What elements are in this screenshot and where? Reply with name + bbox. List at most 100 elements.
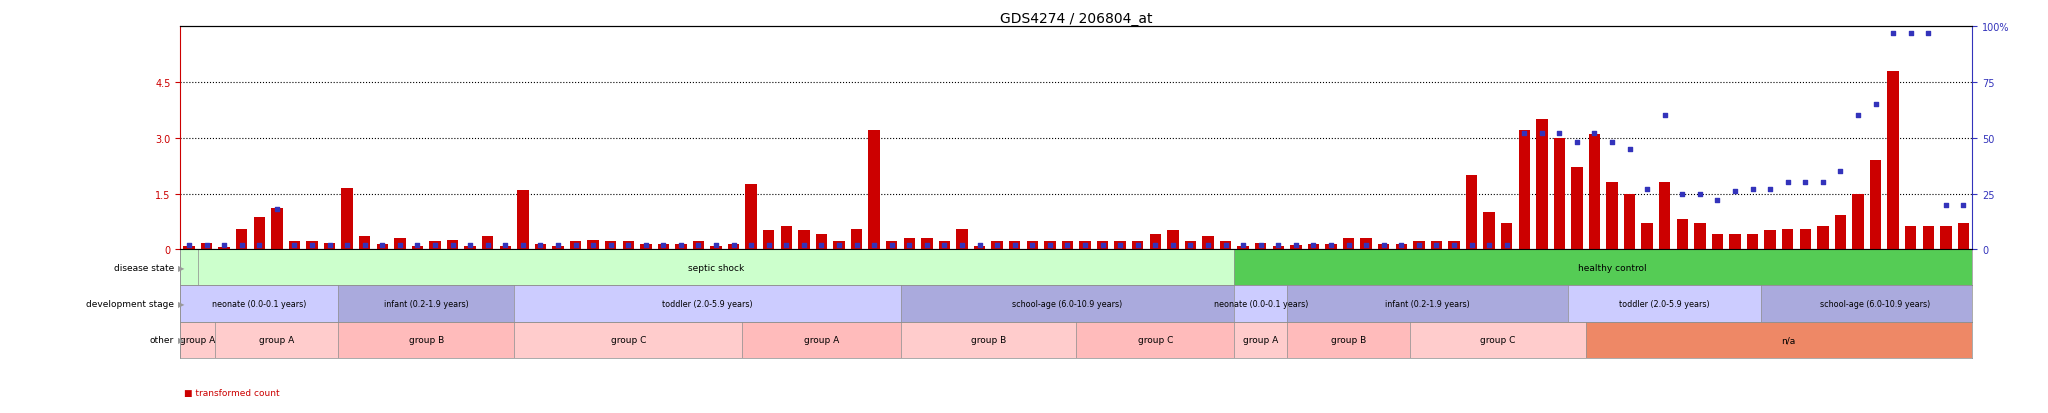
Bar bbox=[184, 247, 195, 250]
Bar bbox=[1079, 242, 1092, 250]
Point bbox=[1595, 140, 1628, 146]
Text: group B: group B bbox=[971, 335, 1006, 344]
Text: group A: group A bbox=[1243, 335, 1278, 344]
Bar bbox=[834, 242, 844, 250]
Point bbox=[172, 242, 205, 249]
Point bbox=[981, 242, 1014, 249]
Bar bbox=[745, 185, 758, 250]
Point bbox=[1069, 242, 1102, 249]
Point bbox=[874, 242, 907, 249]
Point bbox=[1085, 242, 1118, 249]
Bar bbox=[1958, 223, 1968, 250]
Point bbox=[225, 242, 258, 249]
Point bbox=[997, 242, 1030, 249]
Point bbox=[735, 242, 768, 249]
Point bbox=[664, 242, 696, 249]
Bar bbox=[887, 242, 897, 250]
Bar bbox=[254, 217, 264, 250]
Point bbox=[418, 242, 451, 249]
Bar bbox=[1286, 286, 1569, 322]
Point bbox=[1350, 242, 1382, 249]
Point bbox=[1772, 180, 1804, 186]
Bar bbox=[1309, 244, 1319, 250]
Bar bbox=[1888, 71, 1898, 250]
Point bbox=[1579, 131, 1612, 137]
Bar bbox=[569, 242, 582, 250]
Point bbox=[1790, 180, 1823, 186]
Bar bbox=[1585, 322, 1991, 358]
Bar bbox=[1817, 227, 1829, 250]
Point bbox=[1104, 242, 1137, 249]
Bar bbox=[1395, 244, 1407, 250]
Point bbox=[893, 242, 926, 249]
Point bbox=[752, 242, 784, 249]
Bar bbox=[270, 208, 283, 250]
Bar bbox=[514, 286, 901, 322]
Bar bbox=[901, 286, 1235, 322]
Point bbox=[594, 242, 627, 249]
Bar bbox=[1466, 176, 1477, 250]
Text: other: other bbox=[150, 335, 174, 344]
Point bbox=[1368, 242, 1401, 249]
Text: group A: group A bbox=[260, 335, 295, 344]
Point bbox=[700, 242, 733, 249]
Point bbox=[1665, 191, 1698, 197]
Bar bbox=[1782, 229, 1794, 250]
Text: disease state: disease state bbox=[115, 263, 174, 272]
Text: school-age (6.0-10.9 years): school-age (6.0-10.9 years) bbox=[1012, 299, 1122, 308]
Bar bbox=[1237, 246, 1249, 250]
Text: infant (0.2-1.9 years): infant (0.2-1.9 years) bbox=[383, 299, 469, 308]
Bar bbox=[743, 322, 901, 358]
Bar bbox=[481, 237, 494, 250]
Point bbox=[471, 242, 504, 249]
Text: ▶: ▶ bbox=[178, 299, 184, 308]
Point bbox=[1331, 242, 1364, 249]
Point bbox=[647, 242, 680, 249]
Bar bbox=[199, 250, 1235, 286]
Point bbox=[1825, 169, 1858, 175]
Text: toddler (2.0-5.9 years): toddler (2.0-5.9 years) bbox=[1620, 299, 1710, 308]
Point bbox=[295, 242, 328, 249]
Bar bbox=[604, 242, 616, 250]
Text: n/a: n/a bbox=[1780, 335, 1794, 344]
Text: group C: group C bbox=[1481, 335, 1516, 344]
Point bbox=[963, 242, 995, 249]
Point bbox=[805, 242, 838, 249]
Bar bbox=[1501, 224, 1511, 250]
Text: group B: group B bbox=[408, 335, 444, 344]
Bar bbox=[1010, 242, 1020, 250]
Bar bbox=[338, 286, 514, 322]
Bar bbox=[1325, 244, 1337, 250]
Bar bbox=[1624, 194, 1636, 250]
Bar bbox=[641, 244, 651, 250]
Text: infant (0.2-1.9 years): infant (0.2-1.9 years) bbox=[1384, 299, 1470, 308]
Bar bbox=[956, 229, 969, 250]
Bar bbox=[180, 250, 199, 286]
Point bbox=[1683, 191, 1716, 197]
Point bbox=[1507, 131, 1540, 137]
Text: ■ transformed count: ■ transformed count bbox=[184, 388, 281, 397]
Point bbox=[629, 242, 662, 249]
Bar bbox=[1554, 138, 1565, 250]
Point bbox=[1245, 242, 1278, 249]
Point bbox=[1296, 242, 1329, 249]
Point bbox=[1315, 242, 1348, 249]
Point bbox=[1208, 242, 1241, 249]
Bar bbox=[711, 246, 721, 250]
Bar bbox=[1939, 227, 1952, 250]
Bar bbox=[236, 230, 248, 250]
Bar bbox=[1235, 250, 1991, 286]
Point bbox=[770, 242, 803, 249]
Bar bbox=[1114, 242, 1126, 250]
Point bbox=[1806, 180, 1839, 186]
Point bbox=[928, 242, 961, 249]
Bar bbox=[201, 243, 213, 250]
Bar bbox=[1202, 237, 1214, 250]
Bar bbox=[975, 246, 985, 250]
Bar bbox=[430, 242, 440, 250]
Point bbox=[313, 242, 346, 249]
Bar bbox=[1184, 242, 1196, 250]
Point bbox=[612, 242, 645, 249]
Text: neonate (0.0-0.1 years): neonate (0.0-0.1 years) bbox=[213, 299, 307, 308]
Bar bbox=[1290, 245, 1303, 250]
